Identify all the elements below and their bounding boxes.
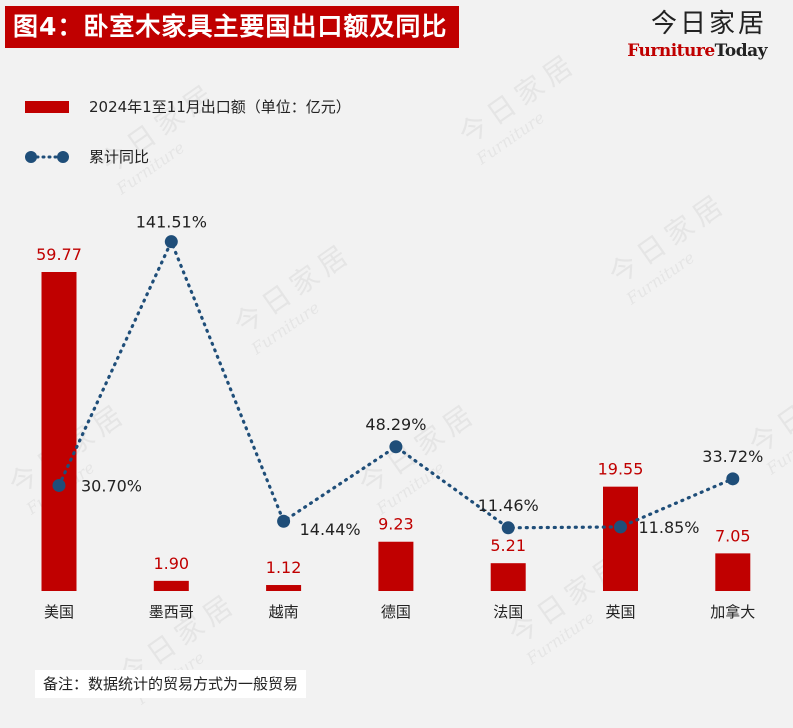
yoy-value-label: 141.51% (136, 213, 207, 232)
category-label: 美国 (44, 603, 74, 621)
yoy-point (501, 521, 515, 535)
yoy-point (614, 520, 627, 534)
bar-value-label: 1.12 (266, 558, 302, 577)
yoy-value-label: 30.70% (81, 476, 142, 495)
legend-bar-swatch (25, 100, 69, 113)
legend-item-line: 累计同比 (25, 146, 149, 167)
bar (603, 486, 638, 591)
legend-line-label: 累计同比 (89, 148, 150, 166)
legend-line-swatch (25, 150, 69, 163)
bar-value-label: 5.21 (490, 536, 526, 555)
bar (41, 272, 77, 591)
bar (490, 563, 526, 591)
footnote: 备注：数据统计的贸易方式为一般贸易 (35, 670, 307, 698)
brand-logo: 今日家居 FurnitureToday (627, 8, 767, 62)
bar-value-label: 7.05 (715, 526, 751, 545)
yoy-value-label: 14.44% (300, 520, 361, 539)
legend-bar-label: 2024年1至11月出口额（单位：亿元） (89, 98, 351, 116)
yoy-point (389, 440, 403, 454)
category-label: 德国 (381, 603, 411, 621)
yoy-value-label: 11.46% (478, 496, 539, 515)
legend-item-bar: 2024年1至11月出口额（单位：亿元） (25, 96, 351, 117)
bar-value-label: 19.55 (598, 460, 644, 479)
category-label: 法国 (493, 603, 523, 621)
bar (378, 541, 414, 591)
bar-value-label: 9.23 (378, 515, 414, 534)
yoy-point (277, 514, 291, 528)
yoy-value-label: 11.85% (639, 518, 700, 537)
brand-name-en: FurnitureToday (627, 41, 767, 61)
chart-title: 图4：卧室木家具主要国出口额及同比 (5, 6, 460, 48)
yoy-point (164, 235, 178, 249)
bar-value-label: 1.90 (153, 554, 189, 573)
yoy-line (57, 237, 735, 530)
bar (266, 585, 302, 591)
category-label: 越南 (269, 603, 299, 621)
yoy-value-label: 48.29% (365, 415, 426, 434)
yoy-point (726, 472, 740, 486)
brand-name-cn: 今日家居 (650, 9, 767, 39)
yoy-point (52, 478, 66, 492)
bar-value-label: 59.77 (36, 245, 82, 264)
category-label: 英国 (605, 603, 635, 621)
bar (715, 553, 751, 591)
category-label: 加拿大 (710, 603, 755, 621)
category-label: 墨西哥 (149, 603, 194, 621)
bar (153, 580, 189, 591)
yoy-value-label: 33.72% (702, 447, 763, 466)
